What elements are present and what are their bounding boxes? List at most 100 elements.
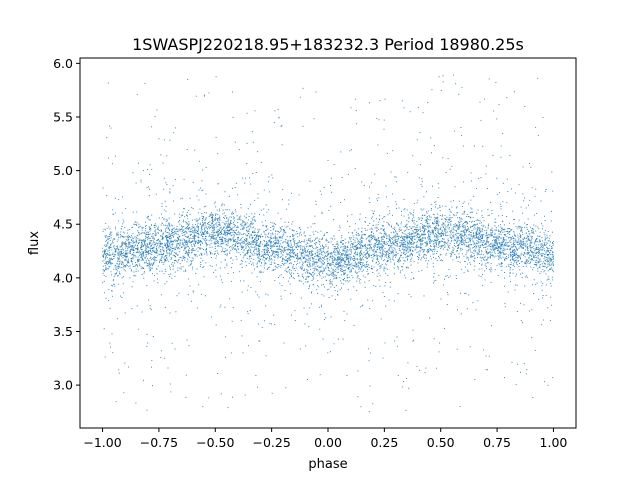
data-point (302, 265, 304, 267)
data-point (442, 205, 444, 207)
data-point (522, 212, 524, 214)
data-point (538, 244, 540, 246)
data-point (230, 220, 232, 222)
data-point (110, 243, 112, 245)
data-point (338, 230, 340, 231)
data-point (316, 242, 318, 244)
data-point (194, 235, 196, 237)
data-point (475, 247, 477, 249)
data-point (390, 261, 392, 263)
data-point (530, 242, 531, 244)
data-point (176, 243, 178, 245)
data-point (347, 250, 349, 252)
data-point (364, 247, 366, 249)
data-point (502, 132, 504, 134)
data-point (503, 247, 505, 249)
data-point (428, 250, 430, 252)
data-point (529, 199, 531, 201)
data-point (239, 244, 241, 246)
data-point (264, 254, 265, 255)
data-point (117, 254, 119, 256)
data-point (292, 248, 293, 250)
data-point (437, 229, 439, 231)
data-point (389, 281, 391, 283)
data-point (307, 269, 309, 271)
data-point (139, 252, 141, 254)
data-point (131, 270, 133, 272)
data-point (183, 270, 185, 272)
data-point (248, 216, 250, 217)
data-point (354, 259, 356, 261)
data-point (519, 246, 521, 248)
data-point (278, 264, 280, 266)
data-point (334, 258, 336, 260)
data-point (492, 155, 494, 157)
data-point (481, 250, 483, 252)
data-point (496, 244, 498, 246)
data-point (494, 232, 496, 234)
data-point (364, 276, 366, 278)
data-point (276, 267, 278, 269)
data-point (243, 233, 245, 234)
data-point (518, 184, 520, 186)
data-point (128, 366, 130, 368)
data-point (274, 237, 276, 239)
data-point (277, 257, 279, 259)
data-point (114, 238, 116, 240)
data-point (118, 258, 120, 260)
data-point (494, 269, 496, 271)
data-point (183, 240, 185, 242)
data-point (501, 228, 503, 230)
data-point (545, 241, 547, 243)
data-point (491, 246, 493, 248)
data-point (133, 237, 135, 239)
data-point (181, 246, 183, 248)
data-point (511, 235, 513, 237)
data-point (105, 222, 107, 224)
data-point (193, 226, 195, 228)
data-point (145, 225, 146, 227)
data-point (356, 258, 358, 260)
data-point (299, 242, 301, 244)
data-point (308, 251, 310, 253)
data-point (374, 246, 375, 248)
data-point (333, 286, 335, 288)
data-point (414, 242, 416, 244)
data-point (517, 226, 519, 228)
data-point (193, 232, 195, 234)
data-point (245, 223, 247, 225)
data-point (194, 255, 196, 257)
data-point (216, 243, 218, 245)
data-point (200, 253, 202, 255)
data-point (234, 225, 236, 226)
data-point (219, 245, 221, 247)
data-point (349, 270, 351, 272)
data-point (204, 233, 206, 235)
data-point (366, 253, 368, 255)
data-point (150, 256, 152, 258)
data-point (386, 260, 388, 262)
data-point (334, 258, 336, 260)
data-point (283, 229, 285, 231)
data-point (262, 271, 264, 273)
data-point (312, 275, 314, 277)
data-point (526, 237, 528, 239)
data-point (146, 246, 148, 248)
data-point (127, 237, 129, 239)
data-point (169, 139, 171, 141)
data-point (294, 310, 296, 312)
data-point (102, 272, 104, 274)
data-point (187, 294, 189, 296)
data-point (371, 267, 372, 269)
data-point (167, 241, 169, 243)
data-point (214, 218, 216, 220)
data-point (517, 239, 519, 241)
data-point (451, 165, 453, 167)
data-point (550, 285, 552, 287)
data-point (449, 214, 451, 216)
data-point (389, 241, 391, 243)
data-point (508, 228, 510, 229)
data-point (277, 242, 278, 244)
data-point (309, 266, 311, 268)
data-point (137, 251, 139, 253)
